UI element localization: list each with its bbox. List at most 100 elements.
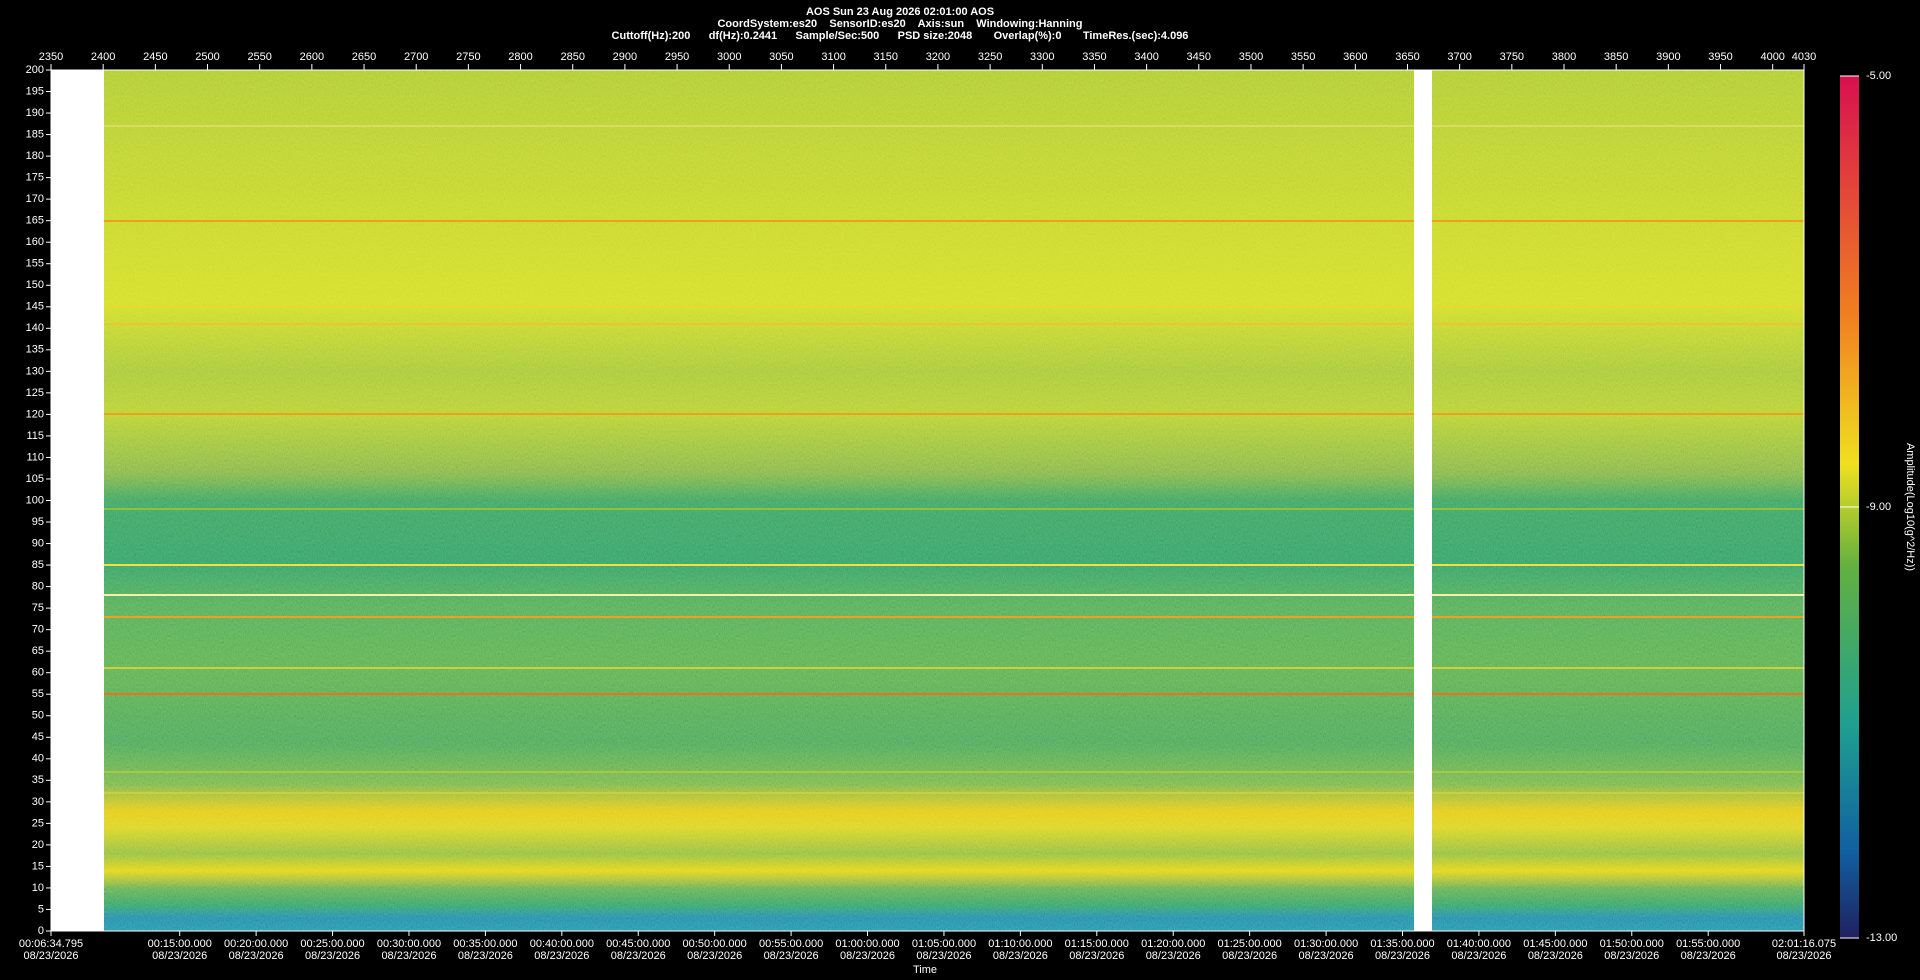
time-tick-date: 08/23/2026 bbox=[1299, 950, 1354, 962]
x-tick-label: 3500 bbox=[1239, 51, 1263, 63]
x-tick-label: 3900 bbox=[1656, 51, 1680, 63]
y-tick-label: 115 bbox=[26, 430, 44, 442]
x-tick-label: 3650 bbox=[1395, 51, 1419, 63]
y-tick-label: 30 bbox=[32, 796, 44, 808]
y-tick-label: 15 bbox=[32, 860, 44, 872]
y-tick-label: 135 bbox=[26, 344, 44, 356]
time-tick-date: 08/23/2026 bbox=[23, 950, 78, 962]
y-tick-label: 130 bbox=[26, 365, 44, 377]
x-tick-label: 3000 bbox=[717, 51, 741, 63]
no-data-region bbox=[51, 70, 104, 931]
time-tick-date: 08/23/2026 bbox=[1222, 950, 1277, 962]
y-tick-label: 150 bbox=[26, 279, 44, 291]
y-tick-label: 100 bbox=[26, 494, 44, 506]
y-tick-label: 140 bbox=[26, 322, 44, 334]
time-tick-label: 01:35:00.000 bbox=[1370, 938, 1434, 950]
time-tick-date: 08/23/2026 bbox=[1604, 950, 1659, 962]
y-tick-label: 165 bbox=[26, 215, 44, 227]
x-tick-label: 3100 bbox=[821, 51, 845, 63]
y-tick-label: 125 bbox=[26, 387, 44, 399]
time-tick-date: 08/23/2026 bbox=[458, 950, 513, 962]
y-tick-label: 190 bbox=[26, 107, 44, 119]
x-tick-label: 3600 bbox=[1343, 51, 1367, 63]
x-tick-label: 2900 bbox=[613, 51, 637, 63]
y-tick-label: 55 bbox=[32, 688, 44, 700]
time-tick-label: 01:20:00.000 bbox=[1141, 938, 1205, 950]
x-tick-label: 3550 bbox=[1291, 51, 1315, 63]
time-tick-date: 08/23/2026 bbox=[305, 950, 360, 962]
y-tick-label: 45 bbox=[32, 731, 44, 743]
y-tick-label: 20 bbox=[32, 839, 44, 851]
time-tick-label: 00:45:00.000 bbox=[606, 938, 670, 950]
time-tick-date: 08/23/2026 bbox=[229, 950, 284, 962]
y-tick-label: 110 bbox=[26, 451, 44, 463]
y-tick-label: 195 bbox=[26, 85, 44, 97]
time-tick-label: 01:05:00.000 bbox=[912, 938, 976, 950]
x-tick-label: 3950 bbox=[1708, 51, 1732, 63]
y-tick-label: 40 bbox=[32, 753, 44, 765]
time-tick-label: 01:00:00.000 bbox=[835, 938, 899, 950]
time-tick-date: 08/23/2026 bbox=[764, 950, 819, 962]
time-tick-date: 08/23/2026 bbox=[1069, 950, 1124, 962]
time-tick-label: 01:40:00.000 bbox=[1447, 938, 1511, 950]
time-tick-date: 08/23/2026 bbox=[993, 950, 1048, 962]
x-tick-label: 4000 bbox=[1760, 51, 1784, 63]
y-tick-label: 60 bbox=[32, 667, 44, 679]
x-tick-label: 2400 bbox=[91, 51, 115, 63]
x-tick-label: 3300 bbox=[1030, 51, 1054, 63]
time-tick-date: 08/23/2026 bbox=[916, 950, 971, 962]
x-tick-label: 3400 bbox=[1134, 51, 1158, 63]
y-tick-label: 50 bbox=[32, 710, 44, 722]
time-tick-label: 01:25:00.000 bbox=[1218, 938, 1282, 950]
time-tick-label: 01:30:00.000 bbox=[1294, 938, 1358, 950]
y-tick-label: 0 bbox=[38, 925, 44, 937]
time-tick-date: 08/23/2026 bbox=[152, 950, 207, 962]
no-data-region bbox=[1414, 70, 1432, 931]
chart-title: AOS Sun 23 Aug 2026 02:01:00 AOS bbox=[806, 6, 994, 18]
y-tick-label: 85 bbox=[32, 559, 44, 571]
time-tick-label: 01:50:00.000 bbox=[1600, 938, 1664, 950]
y-tick-label: 95 bbox=[32, 516, 44, 528]
y-tick-label: 185 bbox=[26, 128, 44, 140]
x-tick-label: 4030 bbox=[1792, 51, 1816, 63]
x-tick-label: 3150 bbox=[874, 51, 898, 63]
y-tick-label: 80 bbox=[32, 581, 44, 593]
time-tick-label: 01:55:00.000 bbox=[1676, 938, 1740, 950]
y-tick-label: 75 bbox=[32, 602, 44, 614]
time-tick-date: 08/23/2026 bbox=[1528, 950, 1583, 962]
time-tick-date: 08/23/2026 bbox=[1776, 950, 1831, 962]
y-tick-label: 180 bbox=[26, 150, 44, 162]
y-tick-label: 25 bbox=[32, 817, 44, 829]
time-tick-date: 08/23/2026 bbox=[611, 950, 666, 962]
time-tick-label: 00:30:00.000 bbox=[377, 938, 441, 950]
x-tick-label: 3450 bbox=[1187, 51, 1211, 63]
y-tick-label: 10 bbox=[32, 882, 44, 894]
x-tick-label: 2550 bbox=[247, 51, 271, 63]
chart-info: Cuttoff(Hz):200 df(Hz):0.2441 Sample/Sec… bbox=[612, 30, 1189, 42]
y-tick-label: 90 bbox=[32, 537, 44, 549]
colorbar-tick-label: -13.00 bbox=[1866, 932, 1897, 944]
x-tick-label: 3800 bbox=[1552, 51, 1576, 63]
colorbar-tick-label: -5.00 bbox=[1866, 70, 1891, 82]
x-tick-label: 2950 bbox=[665, 51, 689, 63]
x-axis-label: Time bbox=[913, 964, 937, 976]
y-tick-label: 170 bbox=[26, 193, 44, 205]
time-tick-label: 01:45:00.000 bbox=[1523, 938, 1587, 950]
y-tick-label: 145 bbox=[26, 301, 44, 313]
time-tick-label: 00:35:00.000 bbox=[453, 938, 517, 950]
y-tick-label: 155 bbox=[26, 258, 44, 270]
y-tick-label: 160 bbox=[26, 236, 44, 248]
y-tick-label: 200 bbox=[26, 64, 44, 76]
y-tick-label: 65 bbox=[32, 645, 44, 657]
time-tick-date: 08/23/2026 bbox=[840, 950, 895, 962]
time-tick-date: 08/23/2026 bbox=[1681, 950, 1736, 962]
x-tick-label: 3050 bbox=[769, 51, 793, 63]
x-tick-label: 2800 bbox=[508, 51, 532, 63]
y-tick-label: 105 bbox=[26, 473, 44, 485]
x-tick-label: 2750 bbox=[456, 51, 480, 63]
time-tick-date: 08/23/2026 bbox=[1451, 950, 1506, 962]
x-tick-label: 3250 bbox=[978, 51, 1002, 63]
time-tick-label: 02:01:16.075 bbox=[1772, 938, 1836, 950]
